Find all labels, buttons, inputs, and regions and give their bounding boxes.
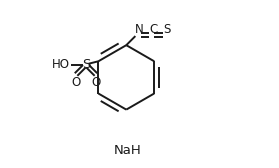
Text: HO: HO xyxy=(52,58,70,71)
Text: S: S xyxy=(163,23,170,36)
Text: C: C xyxy=(150,23,158,36)
Text: NaH: NaH xyxy=(114,144,142,157)
Text: S: S xyxy=(82,58,90,71)
Text: O: O xyxy=(71,76,81,90)
Text: O: O xyxy=(91,76,100,90)
Text: N: N xyxy=(135,23,144,36)
